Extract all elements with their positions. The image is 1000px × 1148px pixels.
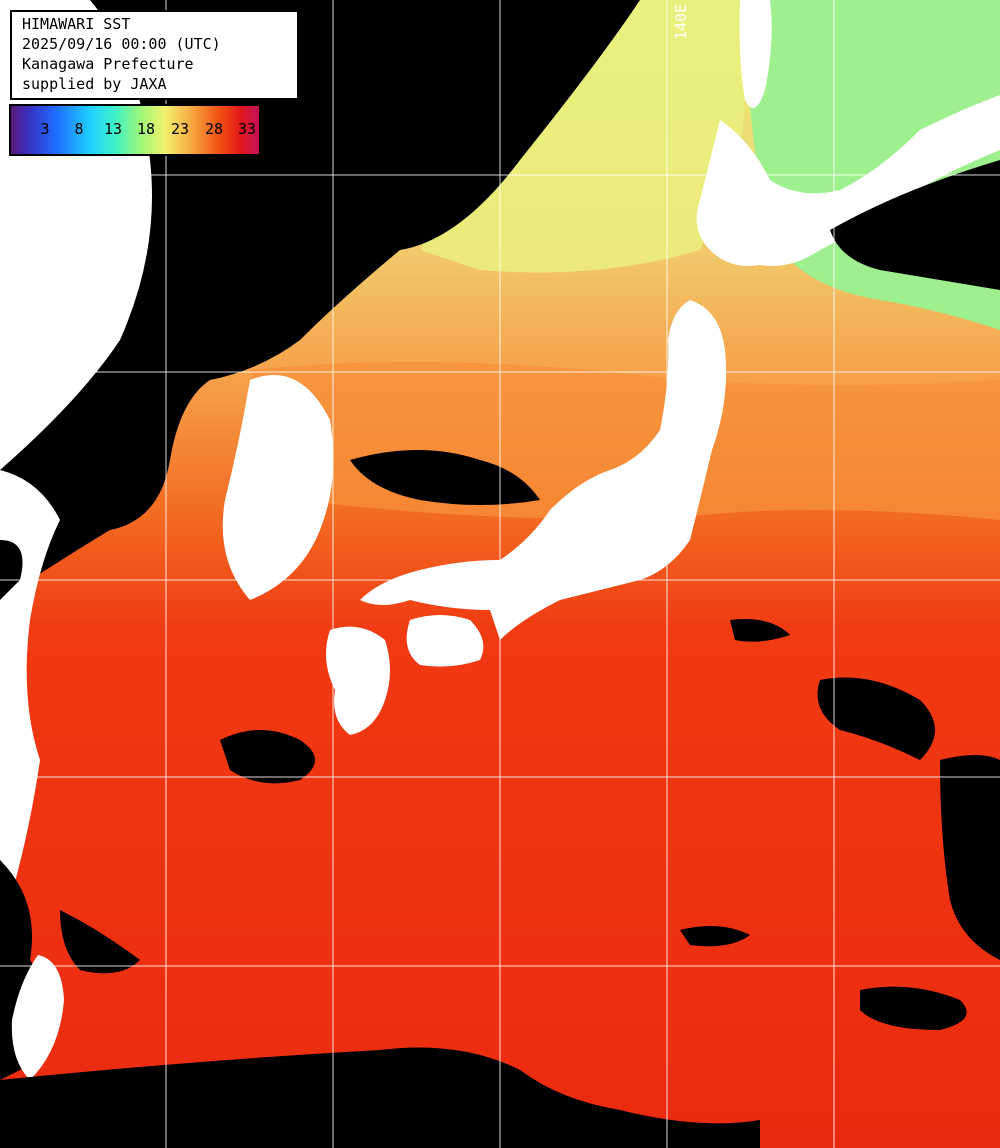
- cloud-patch-south: [0, 1047, 760, 1148]
- temperature-colorbar: 3 8 13 18 23 28 33: [9, 104, 261, 156]
- land-honshu: [360, 300, 727, 640]
- info-box: HIMAWARI SST 2025/09/16 00:00 (UTC) Kana…: [10, 10, 299, 100]
- colorbar-tick: 8: [74, 120, 84, 138]
- colorbar-tick: 13: [103, 120, 123, 138]
- cloud-patch-southwest: [60, 910, 140, 974]
- land-korea: [222, 375, 334, 600]
- land-kyushu: [326, 626, 390, 735]
- cloud-china-coast: [0, 540, 48, 1080]
- cool-water-north: [420, 0, 745, 273]
- cloud-patch-pacific-east: [817, 677, 935, 760]
- grid-label-40n: 40N: [4, 353, 31, 371]
- colorbar-tick: 33: [237, 120, 257, 138]
- cloud-patch-east: [830, 160, 1000, 290]
- cloud-patch-far-east: [940, 755, 1000, 960]
- grid-label-30n: 30N: [4, 759, 31, 777]
- map-title: HIMAWARI SST: [22, 15, 131, 33]
- land-shikoku: [406, 615, 484, 667]
- colorbar-tick: 28: [204, 120, 224, 138]
- cloud-patch-southeast: [860, 986, 967, 1030]
- map-datetime: 2025/09/16 00:00 (UTC): [22, 35, 221, 53]
- land-taiwan: [11, 955, 64, 1080]
- map-region: Kanagawa Prefecture: [22, 55, 194, 73]
- grid-label-140e: 140E: [672, 4, 690, 40]
- colorbar-tick: 18: [136, 120, 156, 138]
- cloud-patch-east-china-sea: [220, 730, 315, 784]
- map-credit: supplied by JAXA: [22, 75, 167, 93]
- land-hokkaido: [696, 95, 1000, 266]
- land-sakhalin: [739, 0, 772, 108]
- cloud-patch-sea-of-japan: [350, 450, 540, 505]
- colorbar-tick: 3: [40, 120, 50, 138]
- colorbar-tick: 23: [170, 120, 190, 138]
